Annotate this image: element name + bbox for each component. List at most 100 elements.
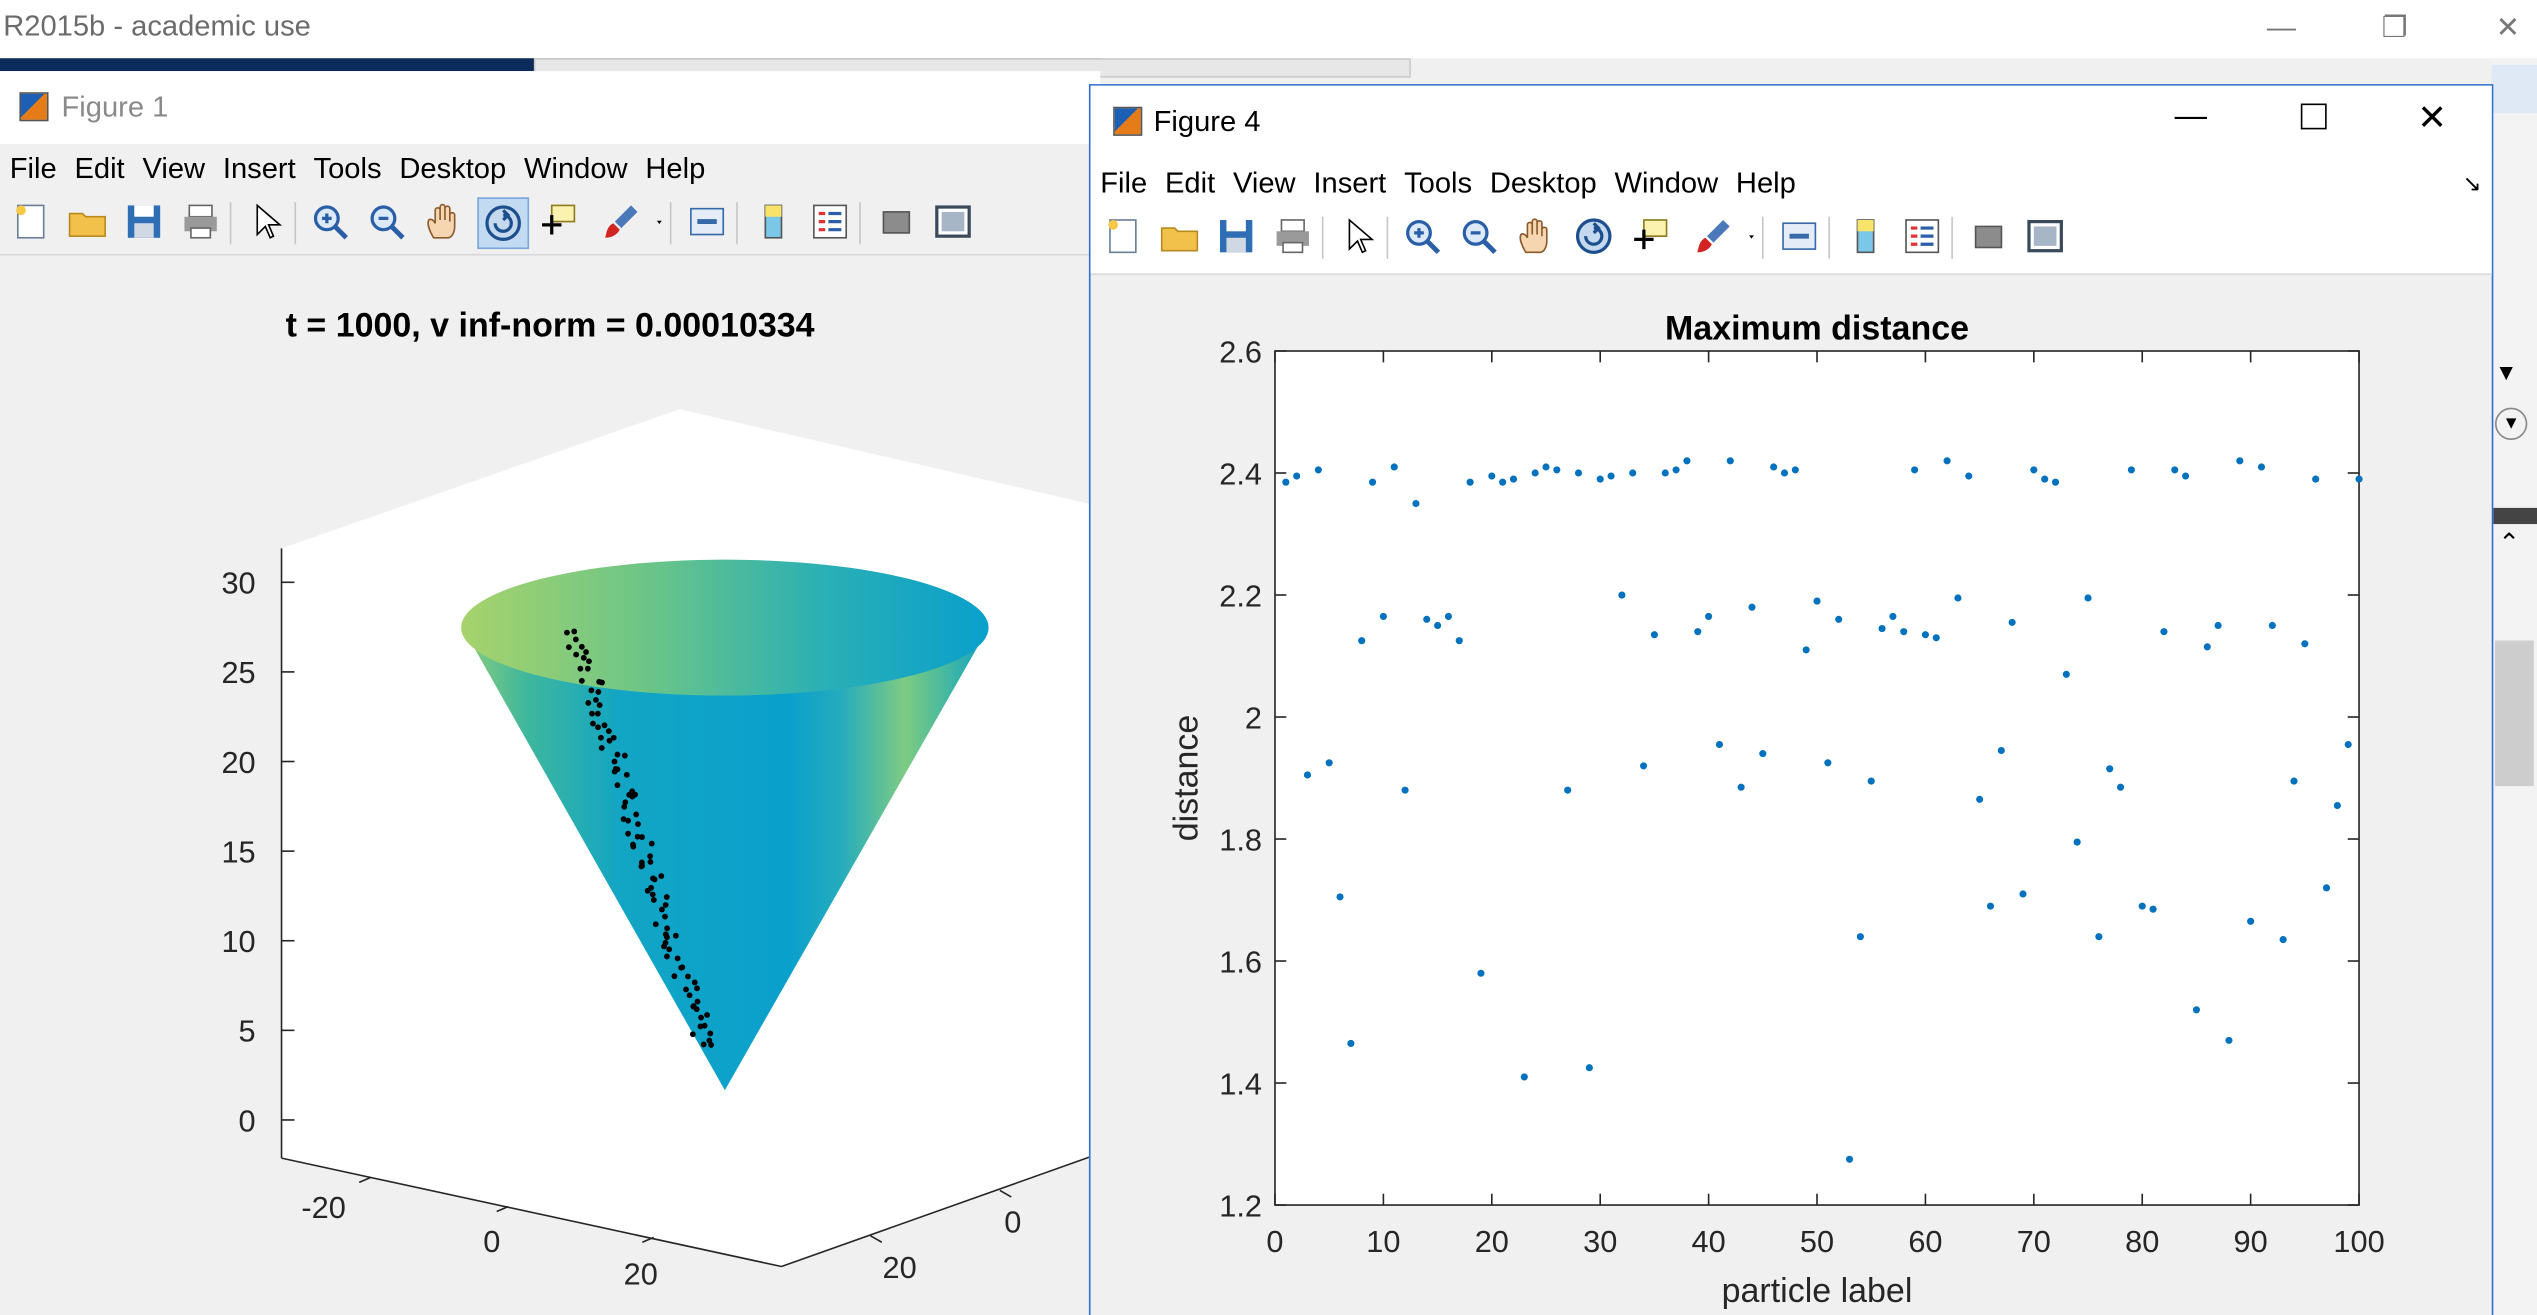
menu-help[interactable]: Help xyxy=(645,152,706,185)
link-plot-icon[interactable] xyxy=(683,197,732,246)
particle-marker xyxy=(584,665,591,672)
particle-marker xyxy=(683,986,689,993)
maximize-icon[interactable] xyxy=(2300,103,2327,130)
scatter-point xyxy=(2019,890,2027,898)
scrollbar-thumb[interactable] xyxy=(2494,640,2534,787)
zoom-in-icon[interactable] xyxy=(1398,212,1447,261)
particle-marker xyxy=(686,992,693,999)
menu-desktop[interactable]: Desktop xyxy=(1489,166,1597,199)
particle-marker xyxy=(630,843,637,850)
data-cursor-icon[interactable] xyxy=(534,197,583,246)
particle-marker xyxy=(599,679,605,686)
minimize-icon[interactable]: — xyxy=(2174,98,2207,135)
collapse-icon[interactable]: ▼ xyxy=(2494,407,2528,440)
hide-plot-tools-icon[interactable] xyxy=(1964,212,2013,261)
brush-dropdown-icon[interactable] xyxy=(650,197,673,246)
scatter-point xyxy=(2236,457,2244,465)
scatter-point xyxy=(1715,740,1724,749)
show-plot-tools-icon[interactable] xyxy=(929,197,978,246)
minimize-icon[interactable]: — xyxy=(2266,11,2296,44)
particle-marker xyxy=(622,799,629,806)
scatter-point xyxy=(1336,893,1344,901)
menu-insert[interactable]: Insert xyxy=(222,152,296,185)
pan-hand-icon[interactable] xyxy=(1511,212,1560,261)
menu-tools[interactable]: Tools xyxy=(313,152,382,185)
particle-marker xyxy=(611,768,618,775)
brush-icon[interactable] xyxy=(1689,212,1738,261)
legend-icon[interactable] xyxy=(806,197,855,246)
particle-marker xyxy=(694,985,700,992)
x-tick-marks xyxy=(358,1176,1012,1243)
restore-icon[interactable]: ❐ xyxy=(2381,11,2408,44)
menu-help[interactable]: Help xyxy=(1735,166,1796,199)
scatter-point xyxy=(2355,475,2363,483)
menu-file[interactable]: File xyxy=(9,152,57,185)
new-figure-icon[interactable] xyxy=(1099,212,1148,261)
scatter-point xyxy=(1466,478,1474,486)
menu-view[interactable]: View xyxy=(142,152,206,185)
menu-edit[interactable]: Edit xyxy=(1164,166,1216,199)
scatter-point xyxy=(1574,469,1583,477)
menu-file[interactable]: File xyxy=(1100,166,1148,199)
scatter-point xyxy=(2041,475,2049,483)
colorbar-icon[interactable] xyxy=(749,197,798,246)
x-tick-label: 70 xyxy=(2017,1224,2051,1259)
brush-dropdown-icon[interactable] xyxy=(1743,212,1766,261)
close-icon[interactable]: ✕ xyxy=(2495,11,2521,44)
open-file-icon[interactable] xyxy=(1155,212,1204,261)
select-arrow-icon[interactable] xyxy=(1333,212,1382,261)
zoom-in-icon[interactable] xyxy=(306,197,355,246)
dock-arrow-icon[interactable]: ↘ xyxy=(2462,169,2482,196)
toolbar-divider xyxy=(0,253,1101,256)
save-icon[interactable] xyxy=(120,197,169,246)
new-figure-icon[interactable] xyxy=(6,197,55,246)
pan-hand-icon[interactable] xyxy=(419,197,468,246)
particle-marker xyxy=(649,891,656,898)
menu-edit[interactable]: Edit xyxy=(74,152,125,185)
close-icon[interactable]: ✕ xyxy=(2417,97,2448,138)
particle-marker xyxy=(614,782,621,789)
colorbar-icon[interactable] xyxy=(1841,212,1890,261)
rotate-3d-icon[interactable] xyxy=(1569,212,1618,261)
scroll-up-icon[interactable]: ⌃ xyxy=(2498,530,2520,559)
search-icon[interactable] xyxy=(2491,64,2537,114)
print-icon[interactable] xyxy=(1269,212,1318,261)
scatter-point xyxy=(1607,472,1615,480)
open-file-icon[interactable] xyxy=(63,197,112,246)
menu-window[interactable]: Window xyxy=(1614,166,1719,199)
particle-marker xyxy=(689,1031,696,1038)
cone-rim-surface xyxy=(461,559,989,696)
data-cursor-icon[interactable] xyxy=(1626,212,1675,261)
select-arrow-icon[interactable] xyxy=(241,197,290,246)
matlab-figure-icon xyxy=(19,92,49,122)
particle-marker xyxy=(706,1037,713,1044)
figure4-title-bar[interactable]: Figure 4 — ✕ xyxy=(1090,85,2492,157)
figure1-axes-3d[interactable]: 30 25 20 15 10 5 0 -20 0 20 20 0 xyxy=(0,256,1101,1315)
scatter-point xyxy=(2312,475,2320,483)
hide-plot-tools-icon[interactable] xyxy=(872,197,921,246)
particle-marker xyxy=(605,728,612,735)
scatter-point xyxy=(2149,905,2157,913)
menu-insert[interactable]: Insert xyxy=(1313,166,1387,199)
rotate-3d-icon[interactable] xyxy=(477,197,530,250)
menu-window[interactable]: Window xyxy=(524,152,628,185)
figure4-axes[interactable]: 0 10 20 30 40 50 60 70 80 90 100 1.2 1.4 1.6 1.8 2 2.2 2.… xyxy=(1091,275,2492,1315)
menu-tools[interactable]: Tools xyxy=(1404,166,1473,199)
legend-icon[interactable] xyxy=(1898,212,1947,261)
particle-marker xyxy=(564,629,570,636)
show-plot-tools-icon[interactable] xyxy=(2021,212,2070,261)
particle-marker xyxy=(664,925,671,932)
print-icon[interactable] xyxy=(176,197,225,246)
menu-desktop[interactable]: Desktop xyxy=(399,152,507,185)
save-icon[interactable] xyxy=(1212,212,1261,261)
zoom-out-icon[interactable] xyxy=(362,197,411,246)
particle-marker xyxy=(647,859,654,865)
scatter-point xyxy=(1694,628,1702,636)
x-tick-label: 10 xyxy=(1366,1224,1400,1259)
link-plot-icon[interactable] xyxy=(1775,212,1824,261)
dropdown-arrow-icon[interactable]: ▼ xyxy=(2494,359,2518,385)
menu-view[interactable]: View xyxy=(1232,166,1296,199)
zoom-out-icon[interactable] xyxy=(1455,212,1504,261)
figure1-title-bar[interactable]: Figure 1 xyxy=(0,71,1101,144)
brush-icon[interactable] xyxy=(597,197,646,246)
